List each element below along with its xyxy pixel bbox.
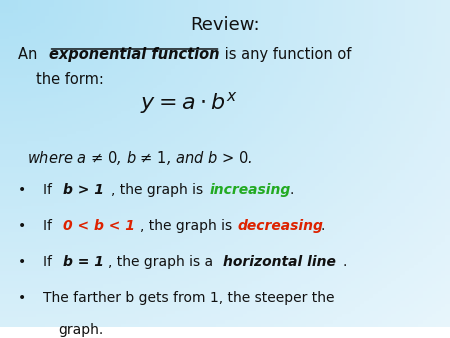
Text: .: .: [321, 219, 325, 233]
Text: b > 1: b > 1: [63, 183, 104, 197]
Text: The farther b gets from 1, the steeper the: The farther b gets from 1, the steeper t…: [43, 291, 334, 305]
Text: .: .: [289, 183, 294, 197]
Text: •: •: [18, 255, 26, 269]
Text: If: If: [43, 183, 56, 197]
Text: If: If: [43, 219, 56, 233]
Text: b = 1: b = 1: [63, 255, 104, 269]
Text: Review:: Review:: [190, 16, 260, 34]
Text: where $a$ ≠ $0$, $b$ ≠ $1$, and $b$ > $0$.: where $a$ ≠ $0$, $b$ ≠ $1$, and $b$ > $0…: [27, 149, 252, 167]
Text: , the graph is a: , the graph is a: [108, 255, 217, 269]
Text: horizontal line: horizontal line: [223, 255, 336, 269]
Text: , the graph is: , the graph is: [140, 219, 236, 233]
Text: decreasing: decreasing: [238, 219, 324, 233]
Text: exponential function: exponential function: [49, 47, 219, 62]
Text: is any function of: is any function of: [220, 47, 352, 62]
Text: An: An: [18, 47, 42, 62]
Text: graph.: graph.: [58, 323, 104, 337]
Text: $y=a\cdot b^{x}$: $y=a\cdot b^{x}$: [140, 90, 238, 116]
Text: •: •: [18, 219, 26, 233]
Text: •: •: [18, 291, 26, 305]
Text: If: If: [43, 255, 56, 269]
Text: .: .: [342, 255, 346, 269]
Text: the form:: the form:: [36, 72, 104, 87]
Text: increasing: increasing: [209, 183, 291, 197]
Text: 0 < b < 1: 0 < b < 1: [63, 219, 135, 233]
Text: •: •: [18, 183, 26, 197]
Text: , the graph is: , the graph is: [111, 183, 207, 197]
